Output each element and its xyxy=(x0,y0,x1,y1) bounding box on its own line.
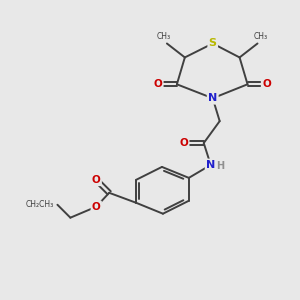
Text: O: O xyxy=(92,175,100,185)
Text: N: N xyxy=(208,93,217,103)
Text: CH₂CH₃: CH₂CH₃ xyxy=(25,200,53,209)
Text: O: O xyxy=(179,138,188,148)
Text: O: O xyxy=(92,202,100,212)
Text: H: H xyxy=(217,161,225,171)
Text: S: S xyxy=(209,38,217,49)
Text: O: O xyxy=(154,79,162,89)
Text: CH₃: CH₃ xyxy=(157,32,171,40)
Text: O: O xyxy=(262,79,271,89)
Text: N: N xyxy=(206,160,215,170)
Text: CH₃: CH₃ xyxy=(254,32,268,40)
